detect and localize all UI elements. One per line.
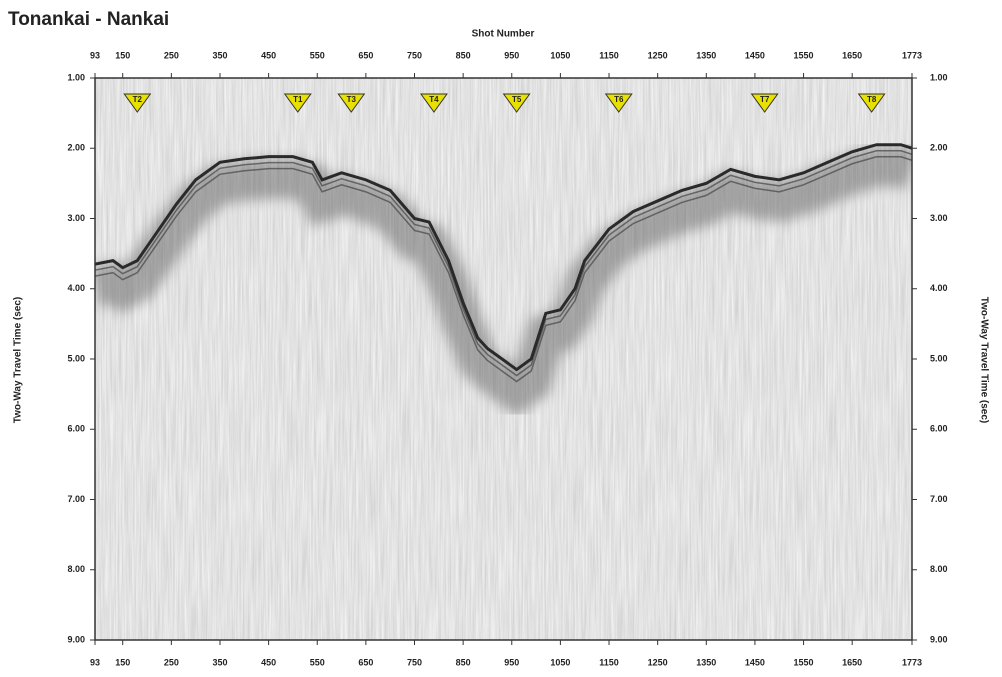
y-tick-label: 5.00 (67, 353, 85, 363)
y-axis-title: Two-Way Travel Time (sec) (13, 297, 24, 424)
x-tick-label-bottom: 950 (504, 657, 519, 667)
x-tick-label: 850 (456, 50, 471, 60)
y-tick-label-right: 1.00 (930, 72, 948, 82)
x-tick-label-bottom: 450 (261, 657, 276, 667)
station-label: T1 (293, 95, 303, 104)
x-tick-label-bottom: 750 (407, 657, 422, 667)
x-tick-label-bottom: 1450 (745, 657, 765, 667)
y-tick-label: 4.00 (67, 283, 85, 293)
x-tick-label: 93 (90, 50, 100, 60)
y-tick-label: 7.00 (67, 494, 85, 504)
x-tick-label-bottom: 1773 (902, 657, 922, 667)
station-label: T2 (133, 95, 143, 104)
x-tick-label-bottom: 650 (358, 657, 373, 667)
x-tick-label: 150 (115, 50, 130, 60)
station-label: T5 (512, 95, 522, 104)
figure: Tonankai - Nankai Shot Number Two-Way Tr… (0, 0, 1002, 677)
x-tick-label-bottom: 150 (115, 657, 130, 667)
y-tick-label-right: 3.00 (930, 213, 948, 223)
x-tick-label: 450 (261, 50, 276, 60)
x-tick-label: 650 (358, 50, 373, 60)
y-tick-label: 1.00 (67, 72, 85, 82)
x-tick-label: 1550 (794, 50, 814, 60)
station-label: T4 (429, 95, 439, 104)
y-tick-label-right: 2.00 (930, 143, 948, 153)
y-tick-label: 2.00 (67, 143, 85, 153)
x-tick-label: 1050 (550, 50, 570, 60)
x-tick-label-bottom: 550 (310, 657, 325, 667)
y-tick-label-right: 4.00 (930, 283, 948, 293)
x-tick-label: 750 (407, 50, 422, 60)
x-axis-title: Shot Number (472, 29, 535, 40)
x-tick-label-bottom: 850 (456, 657, 471, 667)
x-tick-label: 250 (164, 50, 179, 60)
plot-area (95, 78, 912, 640)
y-axis-title-right: Two-Way Travel Time (sec) (978, 297, 989, 424)
y-tick-label: 8.00 (67, 564, 85, 574)
chart-title: Tonankai - Nankai (8, 9, 169, 30)
y-tick-label: 6.00 (67, 424, 85, 434)
x-tick-label: 350 (212, 50, 227, 60)
y-tick-label-right: 5.00 (930, 353, 948, 363)
y-tick-label-right: 9.00 (930, 634, 948, 644)
x-tick-label-bottom: 1050 (550, 657, 570, 667)
x-tick-label: 1350 (696, 50, 716, 60)
x-tick-label-bottom: 1250 (648, 657, 668, 667)
station-label: T3 (347, 95, 357, 104)
x-tick-label: 1150 (599, 50, 619, 60)
x-tick-label-bottom: 1650 (842, 657, 862, 667)
x-tick-label-bottom: 1150 (599, 657, 619, 667)
y-tick-label-right: 7.00 (930, 494, 948, 504)
y-tick-label-right: 6.00 (930, 424, 948, 434)
x-tick-label-bottom: 1350 (696, 657, 716, 667)
x-tick-label: 1450 (745, 50, 765, 60)
x-tick-label-bottom: 350 (212, 657, 227, 667)
x-tick-label-bottom: 1550 (794, 657, 814, 667)
x-tick-label: 1250 (648, 50, 668, 60)
y-tick-label: 9.00 (67, 634, 85, 644)
y-tick-label-right: 8.00 (930, 564, 948, 574)
x-tick-label: 1650 (842, 50, 862, 60)
x-tick-label: 1773 (902, 50, 922, 60)
y-tick-label: 3.00 (67, 213, 85, 223)
x-tick-label-bottom: 93 (90, 657, 100, 667)
station-label: T7 (760, 95, 770, 104)
x-tick-label: 550 (310, 50, 325, 60)
station-label: T8 (867, 95, 877, 104)
x-tick-label-bottom: 250 (164, 657, 179, 667)
station-label: T6 (614, 95, 624, 104)
x-tick-label: 950 (504, 50, 519, 60)
